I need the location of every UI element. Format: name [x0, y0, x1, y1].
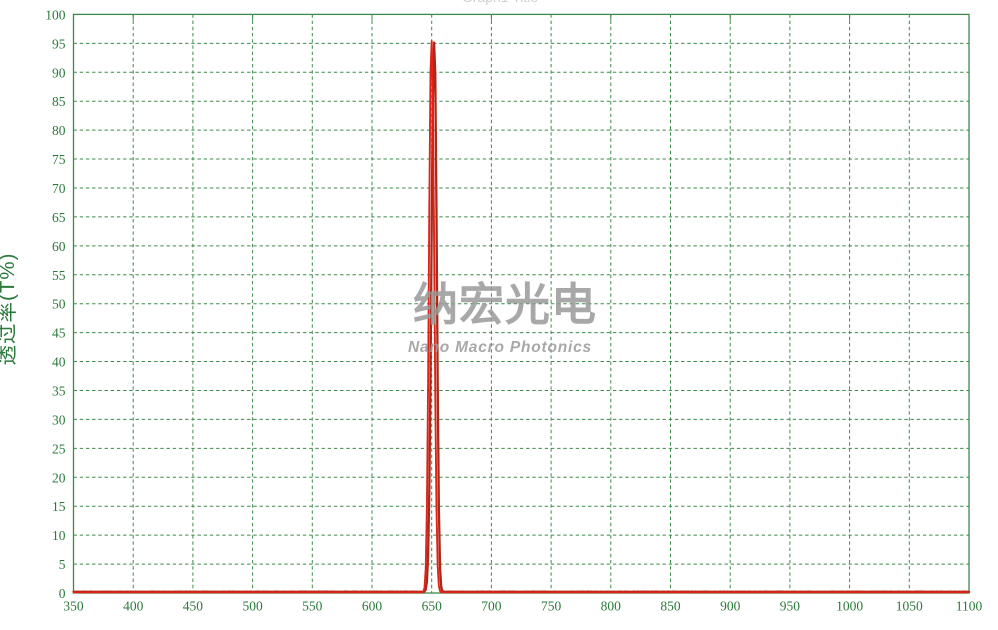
svg-text:900: 900: [720, 599, 741, 614]
svg-text:500: 500: [242, 599, 263, 614]
svg-text:透过率(T%): 透过率(T%): [0, 253, 19, 366]
svg-text:纳宏光电: 纳宏光电: [413, 279, 597, 330]
svg-text:400: 400: [123, 599, 144, 614]
svg-text:5: 5: [59, 557, 66, 572]
svg-text:0: 0: [59, 586, 66, 601]
svg-text:350: 350: [63, 599, 84, 614]
svg-text:95: 95: [52, 36, 66, 51]
svg-text:30: 30: [52, 412, 66, 427]
svg-text:45: 45: [52, 326, 66, 341]
svg-text:90: 90: [52, 65, 66, 80]
svg-text:Nano Macro Photonics: Nano Macro Photonics: [408, 339, 592, 356]
svg-text:1050: 1050: [896, 599, 923, 614]
svg-text:60: 60: [52, 239, 66, 254]
svg-text:Graph1 Title: Graph1 Title: [462, 0, 538, 5]
svg-text:800: 800: [601, 599, 622, 614]
svg-text:65: 65: [52, 210, 66, 225]
svg-text:850: 850: [660, 599, 681, 614]
svg-text:25: 25: [52, 441, 66, 456]
svg-text:600: 600: [362, 599, 383, 614]
svg-text:35: 35: [52, 383, 66, 398]
svg-text:10: 10: [52, 528, 66, 543]
svg-text:70: 70: [52, 181, 66, 196]
svg-text:700: 700: [481, 599, 502, 614]
svg-text:20: 20: [52, 470, 66, 485]
svg-text:1000: 1000: [836, 599, 863, 614]
svg-text:100: 100: [45, 7, 66, 22]
svg-text:950: 950: [780, 599, 801, 614]
svg-text:650: 650: [422, 599, 443, 614]
svg-text:1100: 1100: [956, 599, 983, 614]
svg-text:550: 550: [302, 599, 323, 614]
svg-text:75: 75: [52, 152, 66, 167]
svg-text:55: 55: [52, 268, 66, 283]
svg-text:80: 80: [52, 123, 66, 138]
svg-text:15: 15: [52, 499, 66, 514]
svg-text:50: 50: [52, 297, 66, 312]
svg-text:450: 450: [183, 599, 204, 614]
svg-text:40: 40: [52, 355, 66, 370]
svg-text:750: 750: [541, 599, 562, 614]
svg-text:85: 85: [52, 94, 66, 109]
